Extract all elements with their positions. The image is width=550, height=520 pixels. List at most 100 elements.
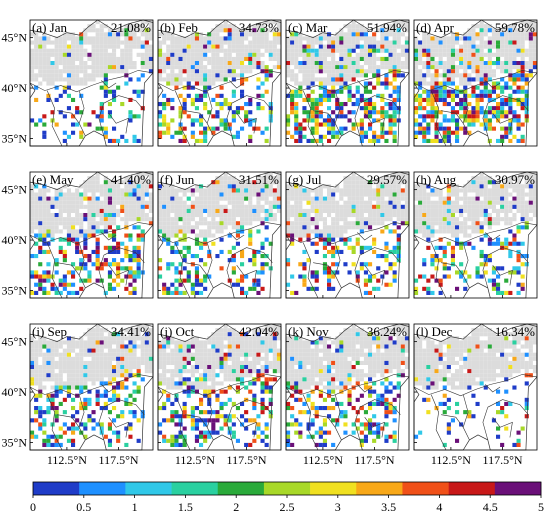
province-boundary xyxy=(78,394,86,441)
grid-cell xyxy=(46,65,51,70)
grid-cell xyxy=(479,44,484,49)
grid-cell xyxy=(227,208,232,213)
grid-cell xyxy=(446,184,451,189)
grid-cell xyxy=(516,44,521,49)
grid-cell xyxy=(107,360,112,365)
grid-cell xyxy=(475,213,480,218)
grid-cell xyxy=(190,254,195,259)
grid-cell xyxy=(256,36,261,41)
grid-cell xyxy=(62,40,67,45)
grid-cell xyxy=(91,249,96,254)
grid-cell xyxy=(450,36,455,41)
grid-cell xyxy=(54,418,59,423)
grid-cell xyxy=(327,229,332,234)
grid-cell xyxy=(372,134,377,139)
grid-cell xyxy=(211,52,216,57)
grid-cell xyxy=(475,176,480,181)
grid-cell xyxy=(491,73,496,78)
grid-cell xyxy=(252,204,257,209)
grid-cell xyxy=(46,352,51,357)
grid-cell xyxy=(298,69,303,74)
grid-cell xyxy=(71,73,76,78)
grid-cell xyxy=(322,200,327,205)
grid-cell xyxy=(294,81,299,86)
grid-cell xyxy=(276,61,281,66)
grid-cell xyxy=(166,52,171,57)
grid-cell xyxy=(166,336,171,341)
grid-cell xyxy=(203,130,208,135)
grid-cell xyxy=(528,184,533,189)
grid-cell xyxy=(107,397,112,402)
grid-cell xyxy=(248,32,253,37)
grid-cell xyxy=(264,48,269,53)
grid-cell xyxy=(207,126,212,131)
grid-cell xyxy=(132,40,137,45)
grid-cell xyxy=(166,65,171,70)
grid-cell xyxy=(359,138,364,143)
grid-cell xyxy=(380,217,385,222)
grid-cell xyxy=(467,56,472,61)
grid-cell xyxy=(248,233,253,238)
grid-cell xyxy=(327,286,332,291)
grid-cell xyxy=(75,377,80,382)
grid-cell xyxy=(207,401,212,406)
grid-cell xyxy=(343,188,348,193)
grid-cell xyxy=(392,221,397,226)
grid-cell xyxy=(87,221,92,226)
grid-cell xyxy=(215,254,220,259)
grid-cell xyxy=(306,188,311,193)
grid-cell xyxy=(455,270,460,275)
grid-cell xyxy=(504,114,509,119)
grid-cell xyxy=(438,36,443,41)
grid-cell xyxy=(174,241,179,246)
grid-cell xyxy=(414,77,419,82)
grid-cell xyxy=(83,73,88,78)
grid-cell xyxy=(215,36,220,41)
grid-cell xyxy=(140,356,145,361)
grid-cell xyxy=(471,225,476,230)
grid-cell xyxy=(190,204,195,209)
grid-cell xyxy=(136,28,141,33)
grid-cell xyxy=(286,130,291,135)
grid-cell xyxy=(71,114,76,119)
grid-cell xyxy=(83,369,88,374)
province-boundary xyxy=(285,222,410,245)
grid-cell xyxy=(50,229,55,234)
grid-cell xyxy=(215,61,220,66)
grid-cell xyxy=(219,344,224,349)
grid-cell xyxy=(516,229,521,234)
grid-cell xyxy=(54,217,59,222)
grid-cell xyxy=(442,217,447,222)
grid-cell xyxy=(491,221,496,226)
grid-cell xyxy=(335,262,340,267)
grid-cell xyxy=(459,196,464,201)
grid-cell xyxy=(166,130,171,135)
grid-cell xyxy=(42,290,47,295)
grid-cell xyxy=(34,97,39,102)
grid-cell xyxy=(66,134,71,139)
grid-cell xyxy=(211,48,216,53)
grid-cell xyxy=(174,233,179,238)
grid-cell xyxy=(244,217,249,222)
grid-cell xyxy=(107,348,112,353)
grid-cell xyxy=(162,192,167,197)
grid-cell xyxy=(79,81,84,86)
grid-cell xyxy=(496,274,501,279)
grid-cell xyxy=(467,40,472,45)
grid-cell xyxy=(446,266,451,271)
grid-cell xyxy=(475,24,480,29)
grid-cell xyxy=(414,73,419,78)
grid-cell xyxy=(404,221,409,226)
grid-cell xyxy=(426,213,431,218)
grid-cell xyxy=(107,282,112,287)
grid-cell xyxy=(479,32,484,37)
grid-cell xyxy=(512,56,517,61)
grid-cell xyxy=(475,225,480,230)
grid-cell xyxy=(500,266,505,271)
grid-cell xyxy=(75,344,80,349)
grid-cell xyxy=(223,20,228,25)
grid-cell xyxy=(343,208,348,213)
province-boundary xyxy=(174,90,191,147)
grid-cell xyxy=(376,200,381,205)
grid-cell xyxy=(162,61,167,66)
